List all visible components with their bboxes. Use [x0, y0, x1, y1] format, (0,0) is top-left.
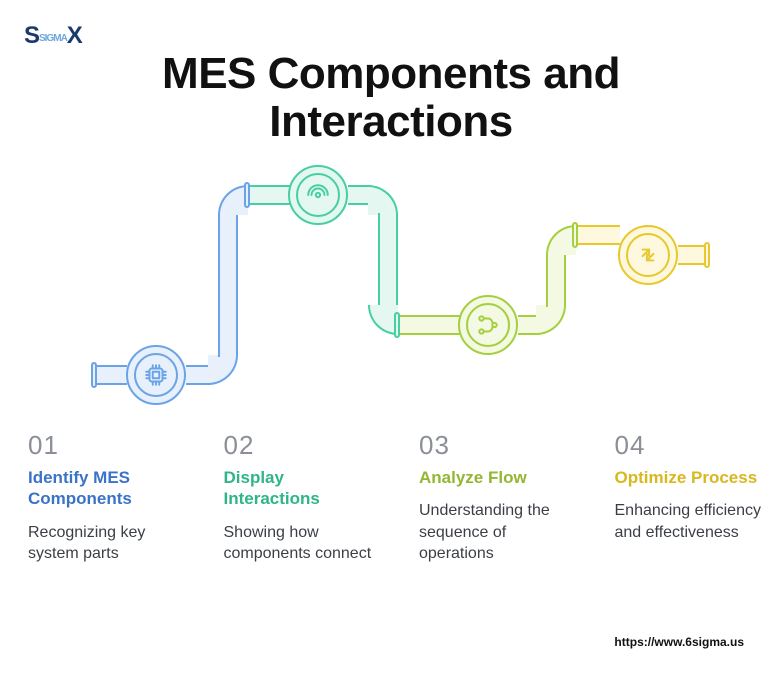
pipe-elbow	[536, 305, 566, 335]
step-2: 02 Display Interactions Showing how comp…	[196, 430, 392, 565]
pipe-flange	[704, 242, 710, 268]
step-number: 01	[28, 430, 178, 461]
step-1: 01 Identify MES Components Recognizing k…	[0, 430, 196, 565]
flow-node	[126, 345, 186, 405]
pipe-segment	[518, 315, 538, 335]
step-name: Identify MES Components	[28, 467, 178, 510]
pipe-flow-diagram	[0, 160, 782, 400]
flow-node	[458, 295, 518, 355]
steps-row: 01 Identify MES Components Recognizing k…	[0, 430, 782, 565]
pipe-segment	[574, 225, 620, 245]
step-desc: Enhancing efficiency and effectiveness	[615, 500, 765, 543]
pipe-segment	[348, 185, 370, 205]
step-number: 03	[419, 430, 569, 461]
step-number: 04	[615, 430, 765, 461]
source-url: https://www.6sigma.us	[614, 635, 744, 649]
brand-logo: SSIGMAX	[24, 22, 82, 50]
pipe-flange	[244, 182, 250, 208]
logo-letter: X	[67, 22, 82, 49]
logo-letter: S	[24, 22, 39, 49]
step-name: Analyze Flow	[419, 467, 569, 488]
step-desc: Showing how components connect	[224, 522, 374, 565]
title-line-2: Interactions	[0, 98, 782, 146]
chip-icon	[143, 362, 169, 388]
radar-icon	[305, 182, 331, 208]
pipe-segment	[546, 255, 566, 307]
step-desc: Recognizing key system parts	[28, 522, 178, 565]
step-name: Optimize Process	[615, 467, 765, 488]
branch-icon	[475, 312, 501, 338]
pipe-segment	[378, 213, 398, 307]
pipe-segment	[246, 185, 290, 205]
page-title: MES Components and Interactions	[0, 50, 782, 145]
pipe-segment	[95, 365, 127, 385]
pipe-flange	[572, 222, 578, 248]
pipe-flange	[394, 312, 400, 338]
pipe-elbow	[208, 355, 238, 385]
pipe-segment	[186, 365, 210, 385]
step-number: 02	[224, 430, 374, 461]
flow-node-inner	[296, 173, 340, 217]
title-line-1: MES Components and	[0, 50, 782, 98]
pipe-segment	[218, 215, 238, 357]
flow-node-inner	[626, 233, 670, 277]
step-name: Display Interactions	[224, 467, 374, 510]
step-4: 04 Optimize Process Enhancing efficiency…	[587, 430, 782, 565]
flow-node	[618, 225, 678, 285]
infographic-canvas: SSIGMAX MES Components and Interactions …	[0, 0, 782, 687]
logo-accent: SIGMA	[39, 33, 67, 44]
pipe-elbow	[368, 185, 398, 215]
pipe-segment	[678, 245, 706, 265]
flow-node-inner	[134, 353, 178, 397]
flow-node	[288, 165, 348, 225]
step-3: 03 Analyze Flow Understanding the sequen…	[391, 430, 587, 565]
pipe-segment	[396, 315, 460, 335]
flow-node-inner	[466, 303, 510, 347]
step-desc: Understanding the sequence of operations	[419, 500, 569, 565]
arrows-icon	[635, 242, 661, 268]
pipe-flange	[91, 362, 97, 388]
